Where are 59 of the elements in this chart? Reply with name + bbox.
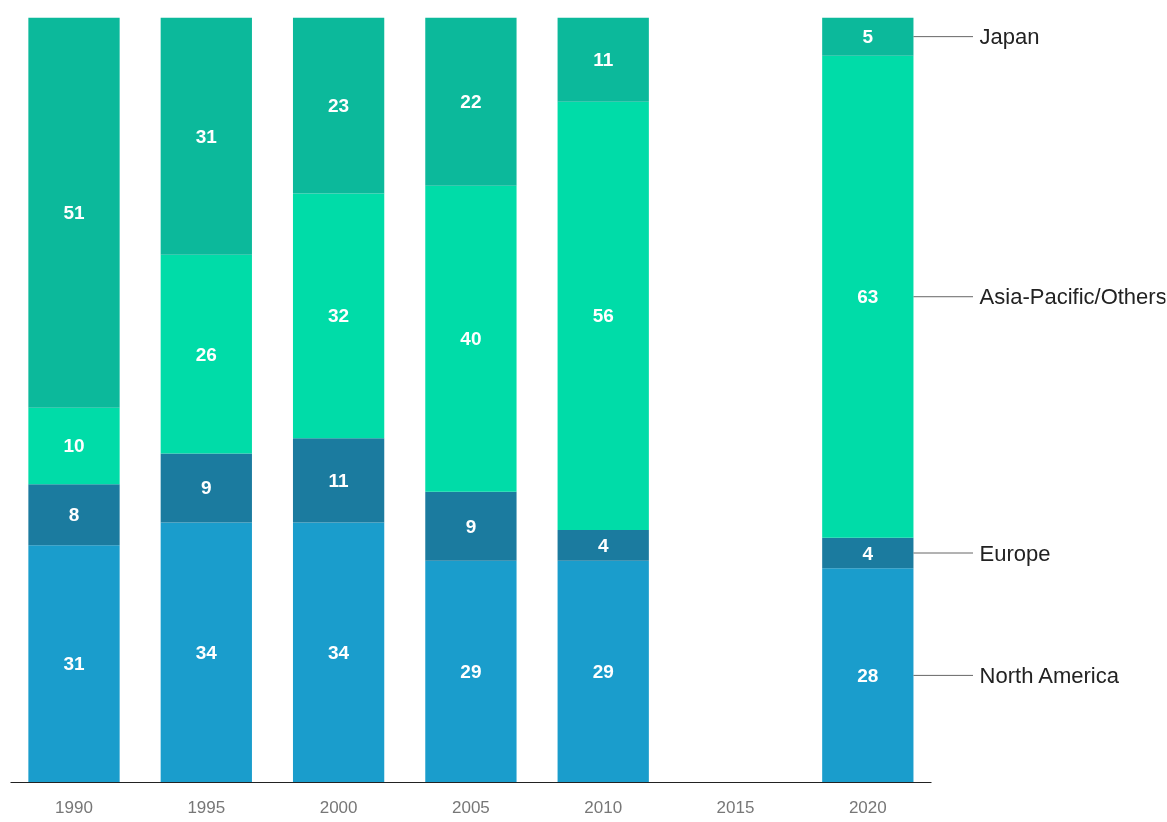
- bar: [822, 17, 914, 56]
- x-tick-label: 2020: [848, 797, 887, 817]
- data-label: 23: [328, 94, 350, 116]
- bar: [425, 491, 517, 561]
- bar: [28, 484, 120, 546]
- x-tick-label: 1990: [55, 797, 93, 817]
- data-label: 9: [201, 477, 212, 499]
- bar: [425, 185, 517, 492]
- bar: [822, 568, 914, 783]
- bar: [292, 522, 385, 783]
- bar: [28, 545, 120, 783]
- data-label: 29: [460, 661, 482, 683]
- text: North America: [979, 662, 1120, 688]
- text: Asia-Pacific/Others: [979, 284, 1167, 310]
- data-label: 4: [597, 534, 609, 556]
- data-label: 8: [68, 504, 80, 526]
- bar: [557, 530, 649, 561]
- bar: [160, 522, 252, 783]
- data-label: 26: [195, 343, 217, 365]
- data-label: 34: [195, 641, 218, 663]
- bar: [557, 17, 649, 102]
- data-label: 29: [592, 661, 614, 683]
- bar: [557, 101, 649, 531]
- bar: [292, 438, 385, 523]
- x-tick-label: 2010: [584, 797, 623, 817]
- data-label: 9: [465, 515, 477, 537]
- text: Japan: [979, 24, 1040, 50]
- bar: [28, 407, 120, 485]
- bar: [160, 254, 252, 454]
- bar: [160, 453, 252, 523]
- data-label: 10: [63, 435, 85, 457]
- data-label: 31: [195, 125, 218, 147]
- data-label: 34: [328, 641, 350, 663]
- data-label: 5: [862, 26, 874, 48]
- bar: [822, 537, 914, 569]
- x-tick-label: 1995: [187, 797, 226, 817]
- data-label: 4: [862, 542, 874, 564]
- data-label: 31: [63, 653, 86, 675]
- data-label: 40: [460, 328, 482, 350]
- x-tick-label: 2000: [319, 797, 358, 817]
- data-label: 28: [857, 664, 879, 686]
- bar: [28, 17, 120, 408]
- bar: [425, 560, 517, 783]
- data-label: 11: [328, 469, 350, 491]
- data-label: 56: [592, 305, 614, 327]
- x-tick-label: 2005: [452, 797, 490, 817]
- data-label: 32: [328, 305, 350, 327]
- bar: [292, 193, 385, 439]
- bar: [160, 17, 252, 255]
- x-tick-label: 2015: [716, 797, 755, 817]
- data-label: 11: [593, 49, 614, 71]
- bar: [292, 17, 385, 194]
- data-label: 51: [63, 202, 86, 224]
- bar: [822, 55, 914, 538]
- data-label: 63: [857, 286, 879, 308]
- text: Europe: [979, 540, 1051, 566]
- bar: [425, 17, 517, 186]
- bar: [557, 560, 649, 783]
- data-label: 22: [460, 91, 482, 113]
